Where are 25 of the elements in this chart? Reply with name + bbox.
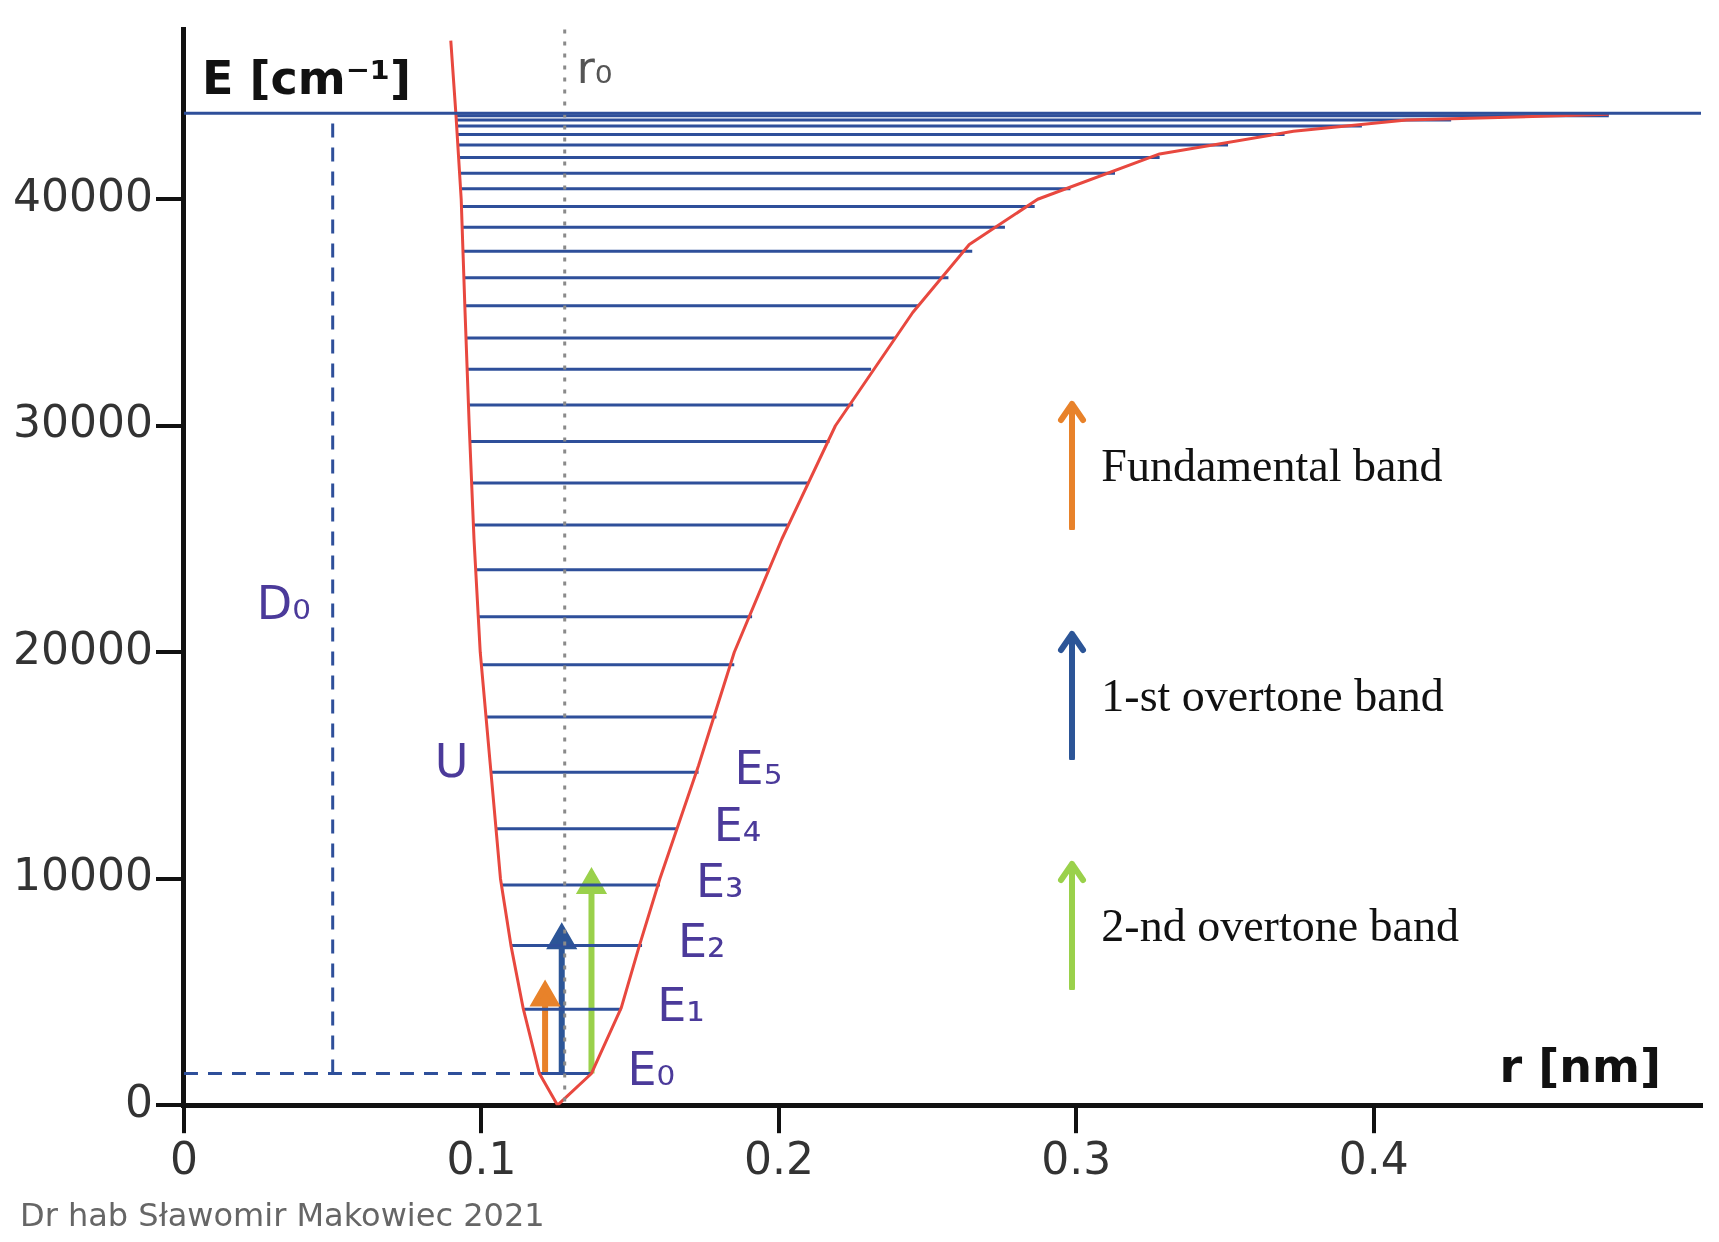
legend-label: 2-nd overtone band xyxy=(1101,898,1459,952)
y-tick-label: 40000 xyxy=(12,169,153,221)
annotation: E₁ xyxy=(657,978,705,1033)
legend-label: 1-st overtone band xyxy=(1101,668,1444,722)
ref-line-label: r₀ xyxy=(576,41,613,93)
annotation: U xyxy=(434,734,469,789)
annotation: E₂ xyxy=(678,914,726,969)
text: Dr hab Sławomir Makowiec 2021 xyxy=(20,1196,545,1235)
y-tick-label: 0 xyxy=(124,1075,153,1127)
y-tick-label: 30000 xyxy=(12,396,153,448)
legend-label: Fundamental band xyxy=(1101,438,1443,492)
x-axis-title: r [nm] xyxy=(1499,1039,1661,1094)
y-axis-title: E [cm⁻¹] xyxy=(201,51,412,106)
annotation: E₄ xyxy=(713,797,762,852)
annotation: E₅ xyxy=(734,741,783,796)
x-tick-label: 0.4 xyxy=(1338,1133,1409,1185)
annotation: E₃ xyxy=(695,854,744,909)
annotation: D₀ xyxy=(256,575,311,630)
x-tick-label: 0.1 xyxy=(446,1133,517,1185)
y-tick-label: 20000 xyxy=(12,622,153,674)
x-tick-label: 0 xyxy=(169,1133,198,1185)
x-tick-label: 0.2 xyxy=(743,1133,814,1185)
x-tick-label: 0.3 xyxy=(1041,1133,1112,1185)
annotation: E₀ xyxy=(627,1042,675,1097)
y-tick-label: 10000 xyxy=(12,849,153,901)
